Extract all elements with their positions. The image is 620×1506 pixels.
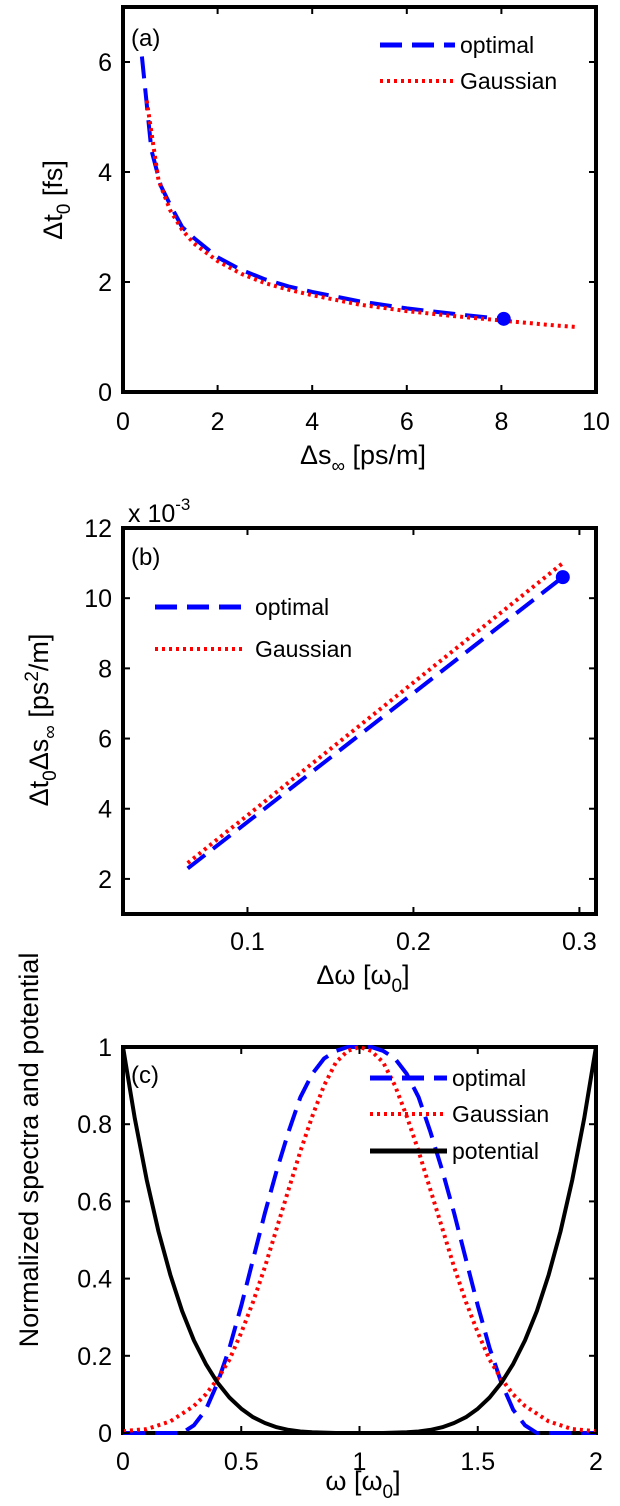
y-tick-label: 0 bbox=[98, 1420, 112, 1448]
x-tick-label: 2 bbox=[589, 1448, 603, 1476]
x-tick-label: 0.5 bbox=[224, 1448, 259, 1476]
series-line-optimal bbox=[123, 1045, 596, 1435]
panel-c-xlabel: ω [ω0] bbox=[325, 1466, 400, 1503]
x-tick-label: 4 bbox=[305, 408, 319, 436]
x-tick-label: 0 bbox=[116, 1448, 130, 1476]
y-tick-label: 4 bbox=[98, 159, 112, 187]
y-tick-label: 8 bbox=[98, 655, 112, 683]
x-tick-label: 1.5 bbox=[460, 1448, 495, 1476]
y-tick-label: 6 bbox=[98, 726, 112, 754]
panel-b: 0.1 0.2 0.3 2 4 6 8 10 12 (b) optimal Gaussian x… bbox=[22, 495, 598, 997]
y-tick-label: 6 bbox=[98, 49, 112, 77]
panel-c: 0 0.5 1 1.5 2 0 0.2 0.4 0.6 0.8 1 (c) optimal Gaus… bbox=[14, 953, 603, 1503]
x-tick-label: 8 bbox=[494, 408, 508, 436]
panel-b-label: (b) bbox=[131, 544, 160, 571]
legend-gaussian-label: Gaussian bbox=[255, 636, 352, 662]
series-line-optimal bbox=[186, 575, 565, 870]
legend-optimal-label: optimal bbox=[460, 32, 534, 58]
x-tick-label: 0 bbox=[116, 408, 130, 436]
endpoint-marker bbox=[496, 311, 511, 326]
x-tick-label: 6 bbox=[400, 408, 414, 436]
y-tick-label: 0 bbox=[98, 379, 112, 407]
y-tick-label: 0.8 bbox=[77, 1111, 112, 1139]
legend-gaussian-label: Gaussian bbox=[452, 1101, 549, 1127]
x-tick-label: 0.2 bbox=[396, 928, 431, 956]
y-tick-label: 2 bbox=[98, 269, 112, 297]
series-line-gaussian bbox=[186, 561, 565, 865]
y-tick-label: 10 bbox=[84, 585, 112, 613]
legend-gaussian-label: Gaussian bbox=[460, 68, 557, 94]
legend-optimal-label: optimal bbox=[255, 594, 329, 620]
panel-a: 0 2 4 6 8 10 0 2 4 6 (a) optimal Gaussian Δt0 [fs… bbox=[38, 5, 610, 477]
panel-a-ylabel: Δt0 [fs] bbox=[38, 160, 75, 240]
legend-potential-label: potential bbox=[452, 1138, 539, 1164]
series-line-gaussian bbox=[122, 1045, 597, 1434]
panel-b-frame bbox=[121, 526, 598, 916]
panel-b-ylabel: Δt0Δs∞ [ps2/m] bbox=[22, 634, 61, 807]
x-tick-label: 2 bbox=[211, 408, 225, 436]
panel-a-frame bbox=[121, 5, 598, 394]
panel-a-label: (a) bbox=[131, 25, 160, 52]
panel-b-legend: optimal Gaussian bbox=[155, 594, 352, 662]
y-tick-label: 0.6 bbox=[77, 1188, 112, 1216]
legend-optimal-label: optimal bbox=[452, 1065, 526, 1091]
panel-c-label: (c) bbox=[131, 1062, 159, 1089]
x-tick-label: 1 bbox=[353, 1448, 367, 1476]
y-tick-label: 1 bbox=[98, 1034, 112, 1062]
y-tick-label: 0.2 bbox=[77, 1343, 112, 1371]
y-tick-label: 0.4 bbox=[77, 1266, 112, 1294]
panel-b-xlabel: Δω [ω0] bbox=[316, 960, 409, 997]
x-tick-label: 0.1 bbox=[230, 928, 265, 956]
endpoint-marker bbox=[555, 570, 570, 585]
series-line-optimal bbox=[139, 56, 502, 321]
panel-c-legend: optimal Gaussian potential bbox=[370, 1065, 549, 1164]
x-tick-label: 10 bbox=[582, 408, 610, 436]
panel-a-legend: optimal Gaussian bbox=[380, 32, 557, 94]
y-tick-label: 12 bbox=[84, 515, 112, 543]
panel-b-y-multiplier: x 10-3 bbox=[128, 495, 190, 528]
x-tick-label: 0.3 bbox=[562, 928, 597, 956]
panel-a-xlabel: Δs∞ [ps/m] bbox=[300, 440, 426, 477]
series-line-gaussian bbox=[144, 100, 578, 330]
y-tick-label: 2 bbox=[98, 866, 112, 894]
panel-c-ylabel: Normalized spectra and potential bbox=[14, 953, 44, 1348]
y-tick-label: 4 bbox=[98, 796, 112, 824]
